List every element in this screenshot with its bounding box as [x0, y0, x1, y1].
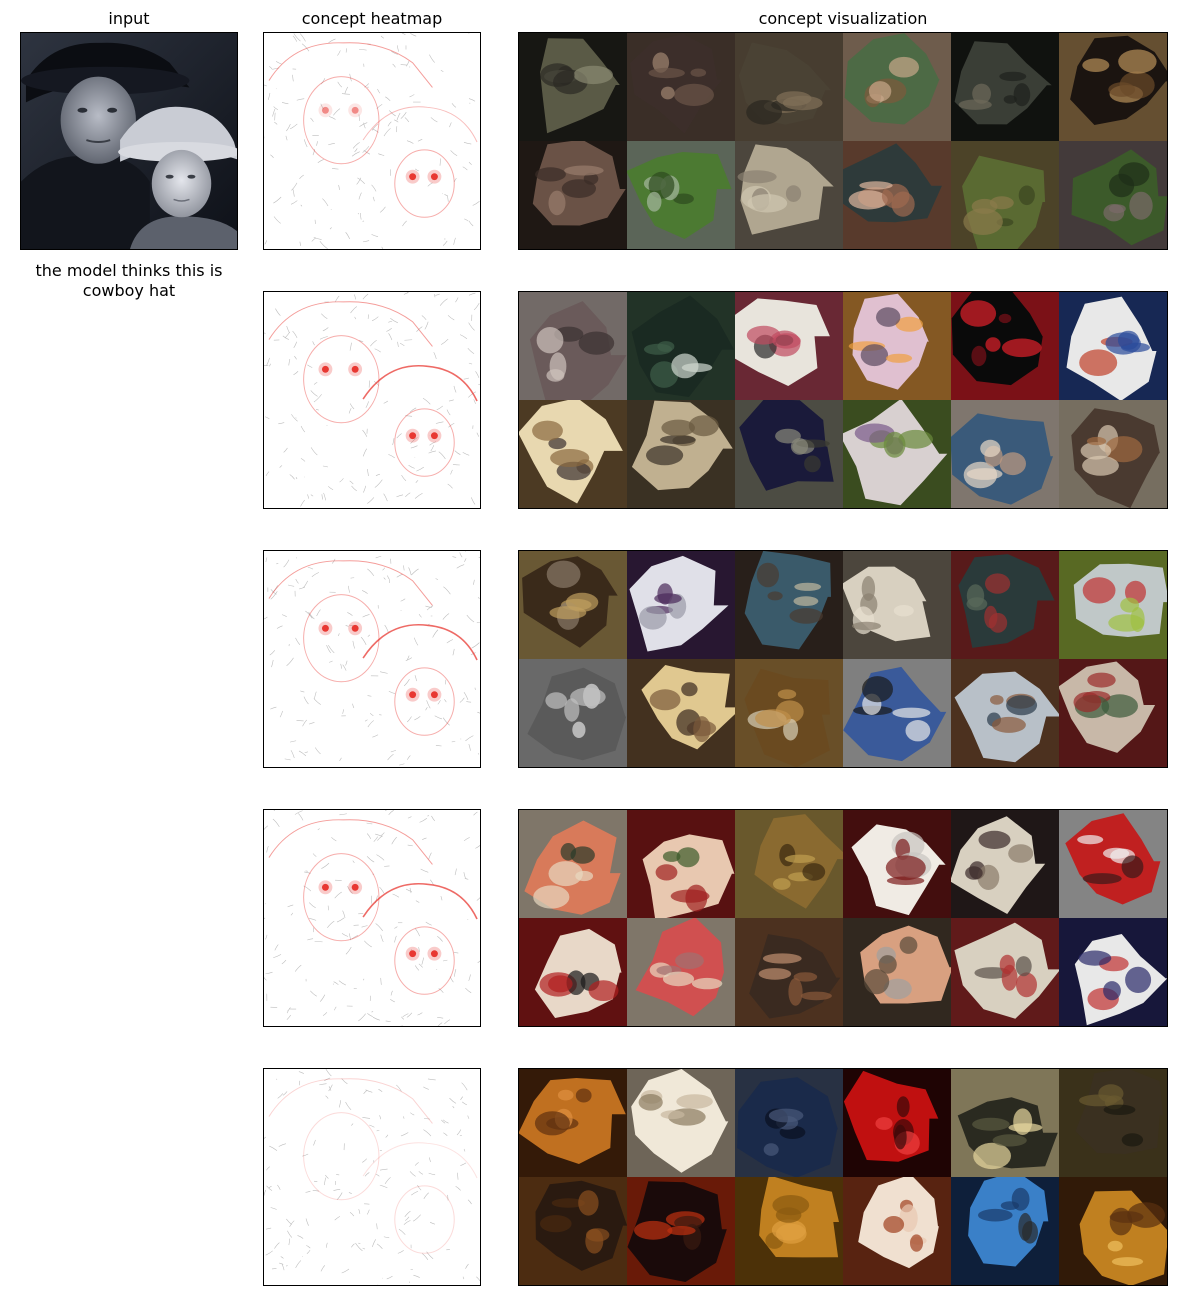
concept-example-image	[735, 400, 843, 508]
concept-example-image	[1059, 810, 1167, 918]
concept-example-image	[735, 141, 843, 249]
concept-example-image	[843, 659, 951, 767]
concept-example-image	[519, 551, 627, 659]
concept-heatmap	[263, 1068, 481, 1286]
concept-heatmap	[263, 291, 481, 509]
concept-example-image	[843, 400, 951, 508]
concept-visualization-grid	[518, 1068, 1168, 1286]
heatmap-drawing	[264, 33, 480, 249]
concept-example-image	[735, 1069, 843, 1177]
concept-example-image	[627, 141, 735, 249]
concept-example-image	[951, 1069, 1059, 1177]
concept-example-image	[1059, 400, 1167, 508]
concept-example-image	[1059, 551, 1167, 659]
concept-example-image	[951, 551, 1059, 659]
concept-example-image	[1059, 292, 1167, 400]
concept-example-image	[1059, 33, 1167, 141]
input-image	[20, 32, 238, 250]
concept-example-image	[627, 1069, 735, 1177]
concept-example-image	[843, 918, 951, 1026]
concept-example-image	[627, 33, 735, 141]
concept-heatmap	[263, 32, 481, 250]
concept-example-image	[843, 292, 951, 400]
concept-example-image	[951, 918, 1059, 1026]
concept-example-image	[519, 1177, 627, 1285]
concept-example-image	[519, 141, 627, 249]
concept-heatmap	[263, 550, 481, 768]
concept-example-image	[519, 918, 627, 1026]
heatmap-drawing	[264, 1069, 480, 1285]
heatmap-drawing	[264, 292, 480, 507]
concept-example-image	[1059, 659, 1167, 767]
concept-example-image	[951, 659, 1059, 767]
concept-example-image	[951, 33, 1059, 141]
concept-example-image	[519, 292, 627, 400]
concept-example-image	[951, 810, 1059, 918]
heatmap-drawing	[264, 551, 480, 766]
visualization-column-title: concept visualization	[758, 9, 928, 28]
concept-example-image	[951, 292, 1059, 400]
concept-example-image	[627, 400, 735, 508]
concept-example-image	[951, 141, 1059, 249]
concept-visualization-grid	[518, 291, 1168, 509]
concept-heatmap	[263, 809, 481, 1027]
concept-example-image	[951, 400, 1059, 508]
concept-example-image	[735, 551, 843, 659]
concept-example-image	[843, 551, 951, 659]
concept-example-image	[519, 400, 627, 508]
concept-example-image	[843, 33, 951, 141]
concept-example-image	[627, 810, 735, 918]
concept-example-image	[843, 1177, 951, 1285]
heatmap-column-title: concept heatmap	[301, 9, 443, 28]
concept-example-image	[735, 33, 843, 141]
concept-example-image	[1059, 141, 1167, 249]
concept-example-image	[843, 141, 951, 249]
concept-example-image	[735, 810, 843, 918]
concept-example-image	[951, 1177, 1059, 1285]
concept-example-image	[627, 551, 735, 659]
concept-example-image	[1059, 1177, 1167, 1285]
concept-example-image	[519, 33, 627, 141]
input-column-title: input	[108, 9, 150, 28]
concept-example-image	[1059, 918, 1167, 1026]
concept-example-image	[843, 1069, 951, 1177]
concept-example-image	[1059, 1069, 1167, 1177]
concept-example-image	[627, 292, 735, 400]
concept-visualization-grid	[518, 32, 1168, 250]
concept-example-image	[735, 1177, 843, 1285]
concept-example-image	[519, 810, 627, 918]
concept-example-image	[735, 292, 843, 400]
prediction-caption: the model thinks this is cowboy hat	[35, 261, 223, 300]
concept-example-image	[627, 918, 735, 1026]
concept-example-image	[735, 918, 843, 1026]
concept-example-image	[735, 659, 843, 767]
concept-example-image	[627, 659, 735, 767]
concept-visualization-grid	[518, 809, 1168, 1027]
concept-example-image	[519, 659, 627, 767]
heatmap-drawing	[264, 810, 480, 1026]
concept-example-image	[843, 810, 951, 918]
concept-visualization-grid	[518, 550, 1168, 768]
concept-example-image	[627, 1177, 735, 1285]
concept-example-image	[519, 1069, 627, 1177]
